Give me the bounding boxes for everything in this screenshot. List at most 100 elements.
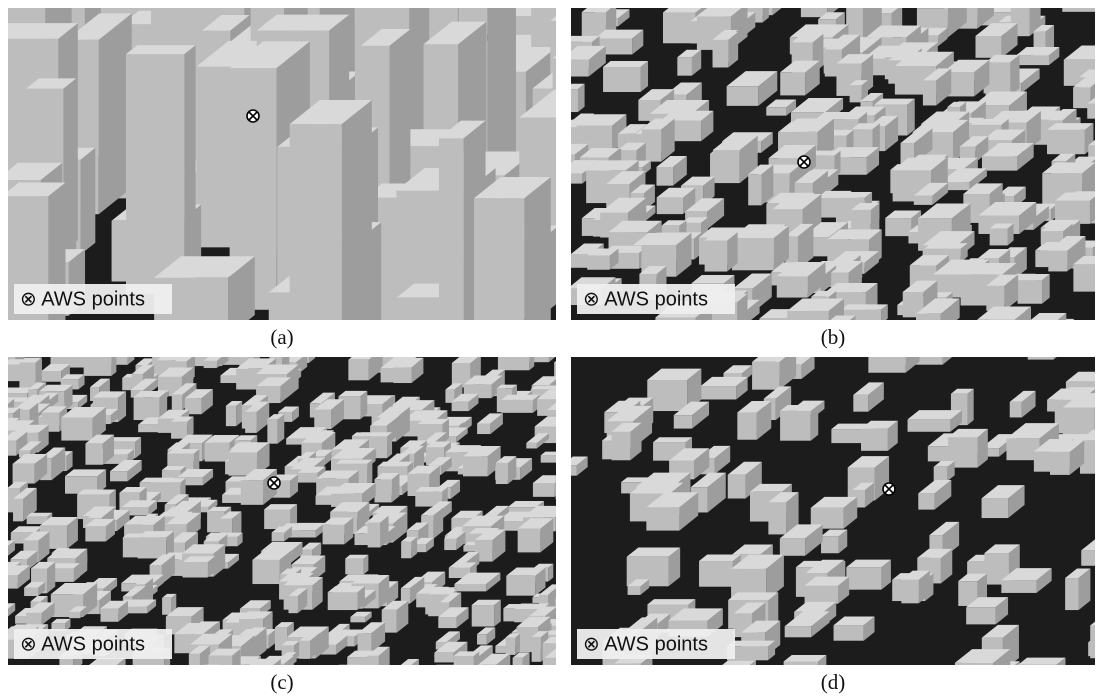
building-front	[393, 367, 411, 383]
building-top	[934, 687, 961, 697]
building-top	[755, 0, 786, 3]
building-front	[459, 688, 486, 697]
building-front	[10, 681, 37, 696]
building-front	[474, 198, 524, 367]
building-front	[89, 665, 117, 683]
building-top	[715, 330, 755, 339]
building-front	[496, 463, 508, 484]
building-top	[75, 683, 106, 689]
building-top	[726, 671, 785, 684]
building-front	[526, 443, 537, 449]
caption: (d)	[821, 670, 846, 694]
building-front	[1017, 673, 1053, 697]
building-top	[75, 676, 101, 682]
building-front	[506, 576, 535, 596]
building-top	[326, 691, 353, 697]
building-front	[908, 419, 951, 431]
caption: (a)	[270, 325, 293, 349]
building-front	[24, 588, 38, 596]
building-front	[498, 349, 529, 370]
building-front	[267, 419, 277, 443]
building-top	[130, 694, 161, 697]
building-front	[984, 328, 1014, 360]
building-top	[150, 478, 185, 482]
building-side	[1095, 393, 1103, 438]
building-front	[133, 675, 150, 686]
building-front	[477, 634, 487, 644]
building-front	[350, 617, 365, 622]
building-front	[570, 255, 590, 268]
building-front	[904, 330, 920, 359]
building-front	[178, 694, 209, 697]
building-front	[452, 402, 469, 411]
building-top	[729, 340, 776, 351]
building-top	[178, 686, 218, 694]
building-top	[917, 0, 967, 8]
building-front	[439, 138, 464, 356]
building-top	[951, 0, 994, 3]
building-front	[2, 440, 16, 455]
building-side	[555, 506, 569, 531]
building-top	[400, 688, 432, 696]
building-top	[412, 684, 432, 693]
building-front	[732, 238, 774, 270]
building-top	[239, 352, 260, 357]
building-top	[924, 243, 967, 249]
building-side	[561, 594, 566, 603]
building-top	[977, 341, 1008, 349]
building-top	[381, 686, 422, 693]
building-front	[171, 422, 187, 439]
building-side	[477, 685, 490, 697]
building-front	[834, 625, 864, 641]
building-side	[480, 692, 486, 697]
building-front	[162, 598, 171, 615]
building-front	[328, 592, 358, 610]
building-front	[781, 682, 823, 697]
page: ⊗ AWS points(a)⊗ AWS points(b)⊗ AWS poin…	[0, 0, 1103, 697]
building-front	[850, 85, 862, 102]
building-side	[328, 685, 342, 697]
building-side	[1097, 244, 1103, 265]
building-side	[524, 177, 551, 367]
building-top	[422, 665, 456, 676]
building-front	[444, 539, 456, 550]
building-front	[1028, 333, 1054, 360]
building-front	[1081, 550, 1103, 565]
building-front	[246, 667, 270, 679]
building-top	[1062, 0, 1103, 2]
building-side	[1014, 322, 1021, 360]
building-side	[221, 666, 233, 696]
building-top	[702, 341, 757, 351]
building-front	[612, 432, 631, 461]
building-top	[211, 688, 240, 695]
building-top	[452, 685, 490, 695]
building-front	[647, 380, 687, 411]
building-front	[861, 429, 888, 451]
building-front	[955, 663, 993, 691]
building-front	[434, 653, 453, 663]
building-top	[601, 335, 655, 345]
building-side	[744, 341, 757, 359]
building-side	[421, 684, 432, 697]
figure: ⊗ AWS points(a)⊗ AWS points(b)⊗ AWS poin…	[0, 0, 1103, 697]
building-top	[208, 337, 250, 345]
building-side	[804, 327, 820, 360]
building-side	[98, 683, 106, 697]
building-side	[811, 405, 818, 441]
building-top	[381, 339, 403, 347]
building-front	[562, 465, 577, 476]
building-front	[603, 67, 640, 92]
building-top	[58, 339, 101, 349]
building-front	[0, 575, 18, 589]
building-front	[555, 89, 578, 112]
building-side	[342, 100, 372, 363]
building-top	[1054, 332, 1091, 345]
building-front	[701, 386, 737, 399]
building-side	[392, 339, 402, 360]
building-side	[143, 685, 156, 697]
building-top	[690, 683, 719, 695]
building-front	[412, 693, 421, 697]
building-side	[1029, 694, 1046, 697]
building-top	[356, 432, 392, 436]
building-front	[323, 525, 345, 545]
